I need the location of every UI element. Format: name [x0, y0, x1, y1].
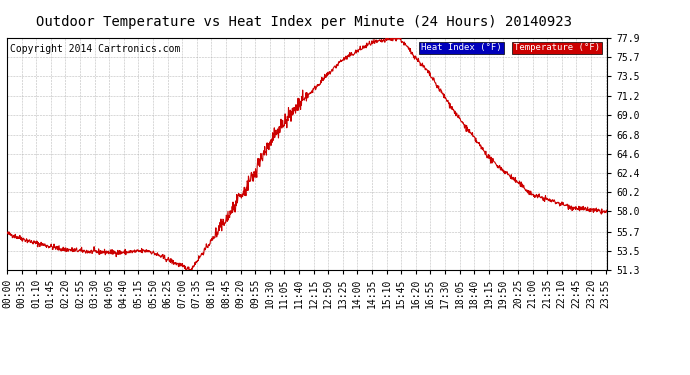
- Text: Copyright 2014 Cartronics.com: Copyright 2014 Cartronics.com: [10, 45, 180, 54]
- Text: Temperature (°F): Temperature (°F): [514, 44, 600, 52]
- Text: Outdoor Temperature vs Heat Index per Minute (24 Hours) 20140923: Outdoor Temperature vs Heat Index per Mi…: [36, 15, 571, 29]
- Text: Heat Index (°F): Heat Index (°F): [421, 44, 502, 52]
